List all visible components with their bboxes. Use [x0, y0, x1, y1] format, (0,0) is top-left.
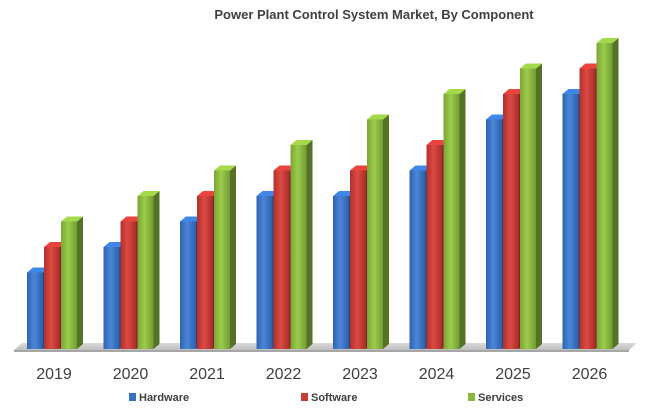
- bar-front: [197, 196, 213, 349]
- bar-top: [486, 114, 508, 120]
- bar-services-2026: [596, 38, 619, 349]
- bar-top: [103, 242, 126, 247]
- bar-front: [61, 221, 77, 349]
- bar-side: [459, 89, 466, 349]
- legend-label: Software: [311, 392, 357, 404]
- bar-top: [367, 114, 389, 120]
- bar-top: [197, 191, 219, 196]
- bar-side: [536, 63, 542, 349]
- bar-front: [443, 94, 460, 349]
- floor-top: [14, 343, 637, 350]
- bar-top: [333, 191, 355, 196]
- bar-front: [27, 272, 43, 349]
- bar-top: [44, 242, 66, 247]
- bar-front: [180, 221, 196, 349]
- bar-top: [214, 165, 236, 171]
- bar-top: [443, 89, 466, 94]
- bar-top: [596, 38, 619, 43]
- bar-services-2019: [61, 216, 83, 349]
- bar-front: [579, 68, 596, 349]
- bar-top: [520, 63, 542, 69]
- legend-item-software: Software: [301, 392, 357, 404]
- legend-swatch: [468, 393, 475, 401]
- bar-front: [426, 145, 443, 349]
- floor-edge: [14, 350, 629, 352]
- bar-front: [273, 170, 290, 349]
- bar-front: [137, 196, 154, 349]
- bar-front: [367, 119, 383, 349]
- legend: Hardware Software Services: [129, 392, 523, 404]
- bar-top: [426, 140, 449, 145]
- legend-label: Hardware: [139, 392, 189, 404]
- x-tick-2024: 2024: [419, 366, 455, 383]
- bar-top: [350, 165, 372, 171]
- bar-top: [256, 191, 279, 196]
- bar-services-2022: [290, 140, 313, 349]
- bar-front: [350, 170, 366, 349]
- bar-top: [61, 216, 83, 222]
- bar-top: [290, 140, 313, 145]
- bar-side: [153, 191, 160, 349]
- x-tick-2023: 2023: [342, 366, 378, 383]
- bar-front: [290, 145, 307, 349]
- legend-item-hardware: Hardware: [129, 392, 189, 404]
- bar-services-2024: [443, 89, 466, 349]
- bars-group: [27, 38, 619, 349]
- bar-front: [256, 196, 273, 349]
- bar-top: [120, 216, 143, 222]
- legend-swatch: [301, 393, 308, 401]
- bar-top: [579, 63, 602, 69]
- bar-services-2025: [520, 63, 542, 349]
- bar-front: [44, 247, 60, 349]
- x-tick-2021: 2021: [189, 366, 225, 383]
- x-tick-2025: 2025: [495, 366, 531, 383]
- bar-top: [562, 89, 585, 94]
- bar-top: [27, 267, 49, 273]
- bar-front: [486, 119, 502, 349]
- bar-side: [230, 165, 236, 349]
- bar-top: [137, 191, 160, 196]
- bar-front: [214, 170, 230, 349]
- bar-top: [273, 165, 296, 171]
- legend-item-services: Services: [468, 392, 523, 404]
- bar-services-2020: [137, 191, 160, 349]
- chart-floor: [14, 343, 637, 352]
- bar-top: [503, 89, 525, 94]
- x-axis-ticks: 2019 2020 2021 2022 2023 2024 2025 2026: [36, 366, 607, 383]
- x-tick-2022: 2022: [266, 366, 302, 383]
- x-tick-2019: 2019: [36, 366, 72, 383]
- bar-front: [596, 43, 613, 349]
- bar-services-2023: [367, 114, 389, 349]
- bar-front: [520, 68, 536, 349]
- bar-front: [333, 196, 349, 349]
- legend-swatch: [129, 393, 136, 401]
- bar-top: [409, 165, 432, 171]
- bar-front: [120, 221, 137, 349]
- bar-top: [180, 216, 202, 222]
- bar-side: [306, 140, 313, 349]
- bar-services-2021: [214, 165, 236, 349]
- bar-front: [103, 247, 120, 349]
- chart-title: Power Plant Control System Market, By Co…: [214, 7, 534, 22]
- bar-side: [77, 216, 83, 349]
- x-tick-2020: 2020: [113, 366, 149, 383]
- x-tick-2026: 2026: [572, 366, 608, 383]
- bar-side: [383, 114, 389, 349]
- bar-front: [409, 170, 426, 349]
- legend-label: Services: [478, 392, 523, 404]
- bar-front: [562, 94, 579, 349]
- bar-front: [503, 94, 519, 349]
- bar-side: [612, 38, 619, 349]
